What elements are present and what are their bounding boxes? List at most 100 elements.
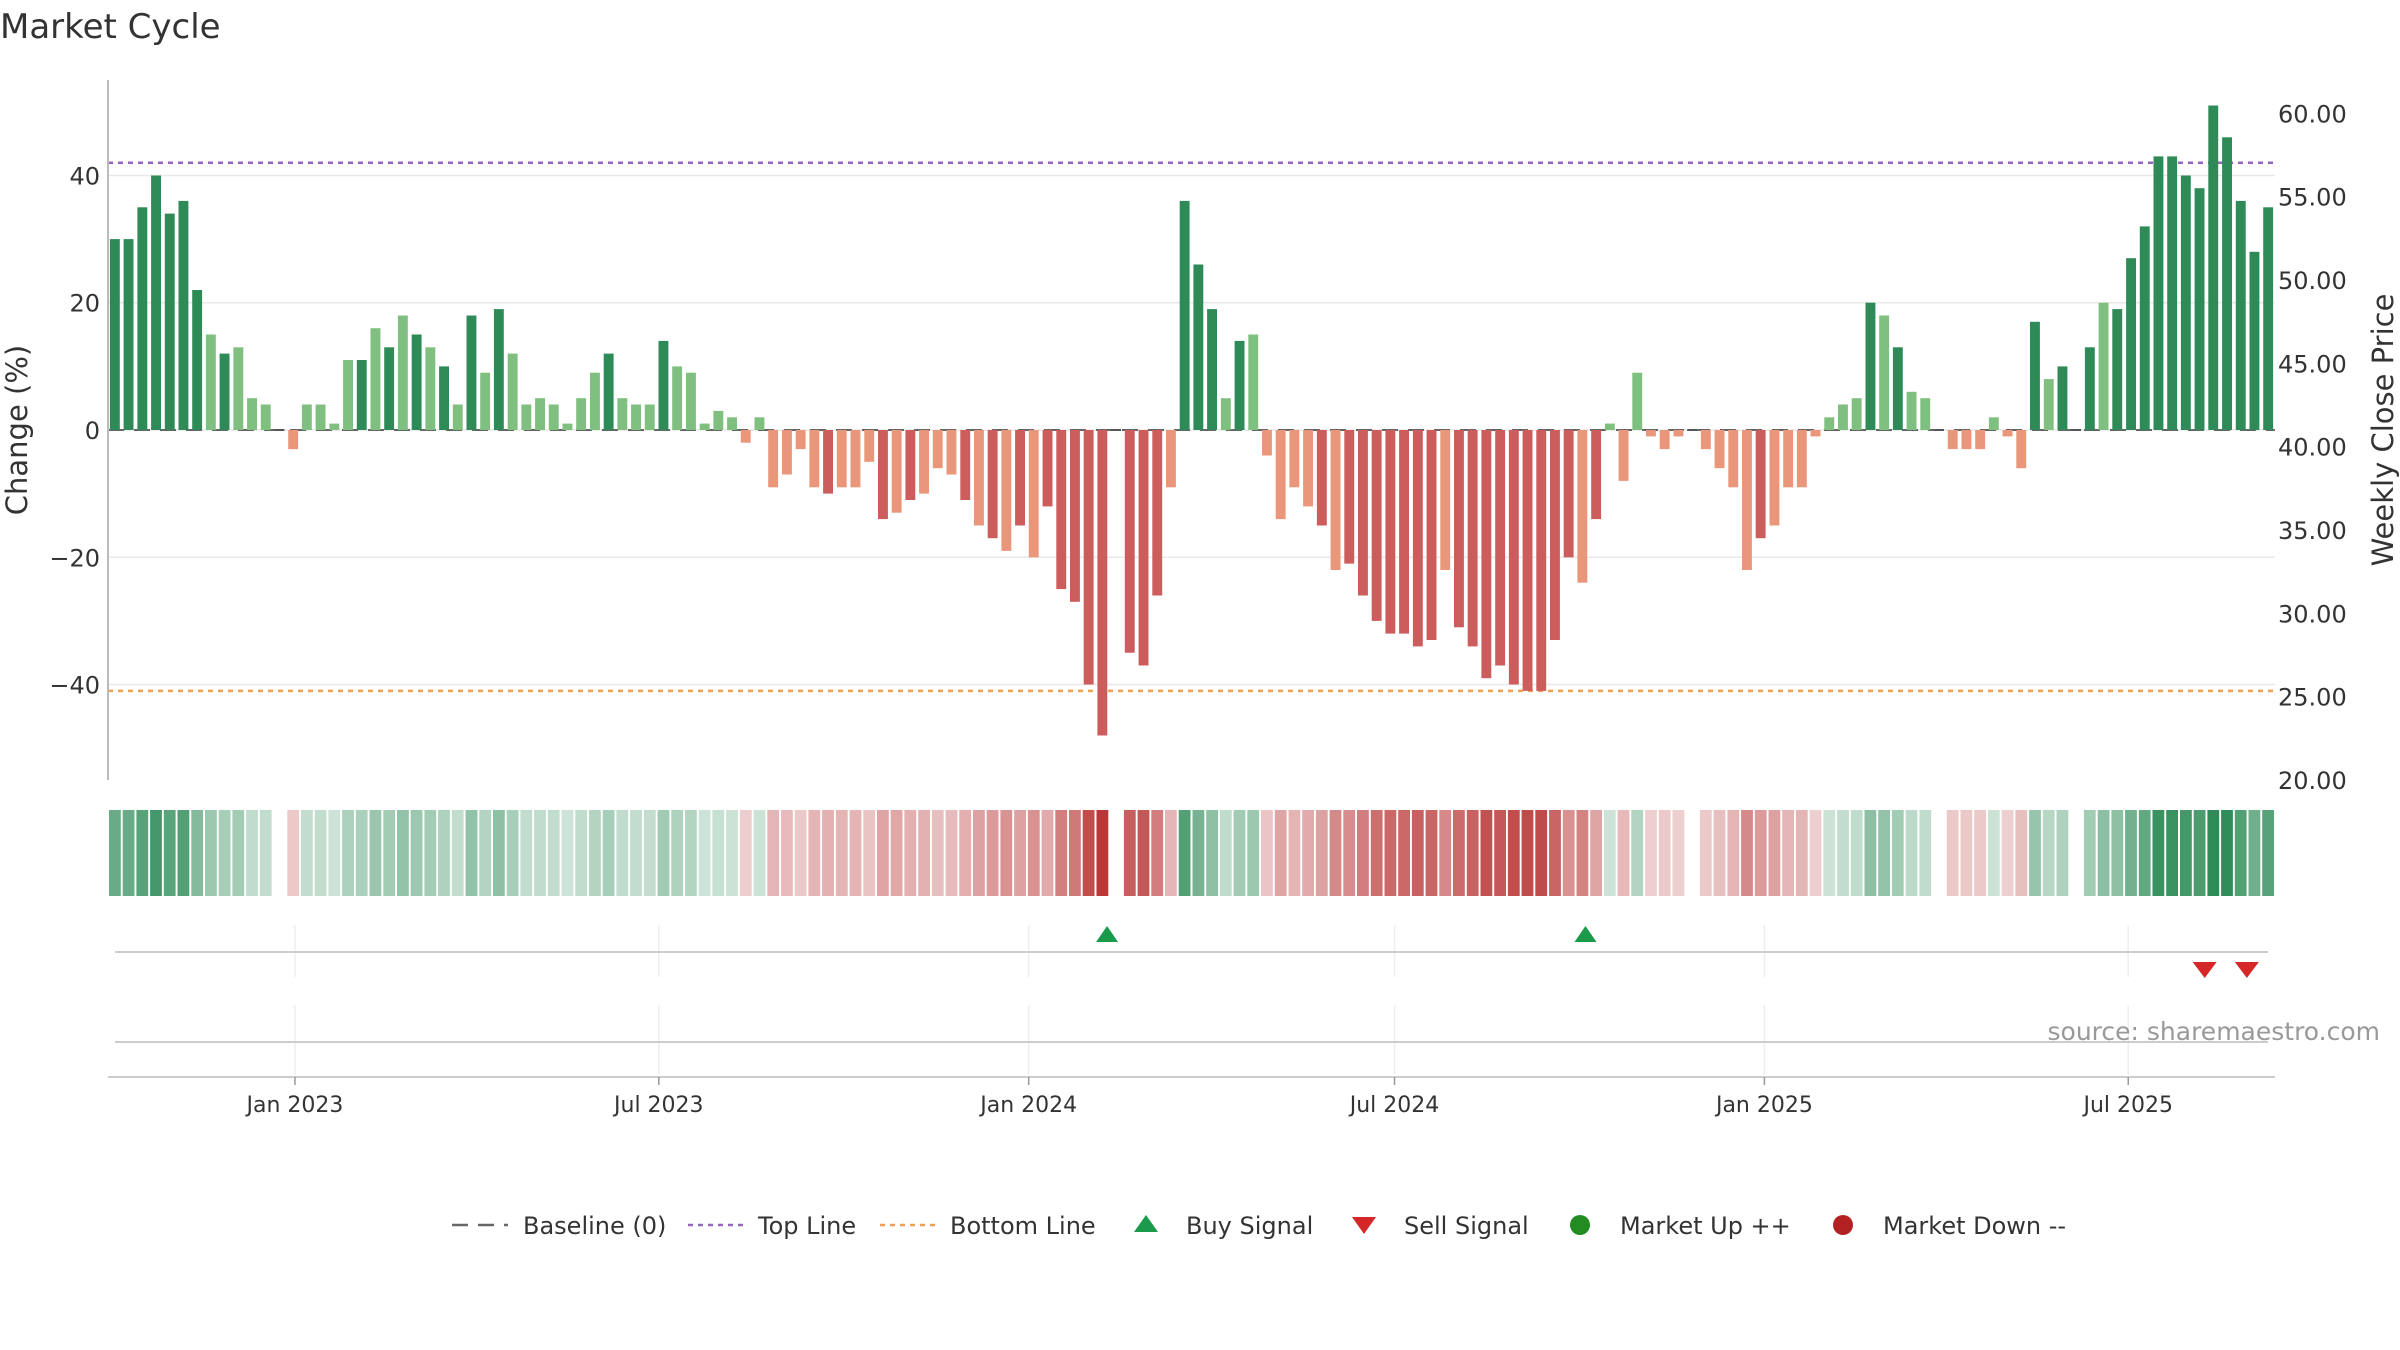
right-tick-label: 40.00 [2278, 434, 2347, 462]
heat-cell [1672, 810, 1685, 896]
bar [1673, 430, 1684, 437]
heat-cell [767, 810, 780, 896]
heat-cell [205, 810, 217, 896]
heat-cell [232, 810, 245, 896]
heat-cell [1919, 810, 1932, 896]
legend-label: Baseline (0) [523, 1212, 666, 1240]
date-tick-label: Jul 2023 [612, 1093, 704, 1118]
heat-cell [2193, 810, 2206, 896]
right-tick-label: 50.00 [2278, 267, 2347, 295]
bar [1440, 430, 1451, 570]
heat-cell [1713, 810, 1726, 896]
heat-cell [109, 810, 121, 896]
heat-cell [2083, 810, 2096, 896]
bottom-panel [108, 1005, 2275, 1078]
heat-cell [1535, 810, 1548, 896]
heat-cell [630, 810, 642, 896]
bar [1248, 334, 1259, 430]
heat-cell [122, 810, 135, 896]
heat-cell [1933, 810, 1945, 896]
heat-cell [602, 810, 615, 896]
bar [891, 430, 902, 513]
heat-cell [1123, 810, 1136, 896]
buy-signal-marker [1574, 926, 1597, 942]
heat-cell [863, 810, 876, 896]
heat-cell [726, 810, 738, 896]
bar [1138, 430, 1149, 666]
bar [1755, 430, 1766, 539]
legend-label: Bottom Line [950, 1212, 1096, 1240]
heat-cell [1987, 810, 2000, 896]
heat-cell [685, 810, 697, 896]
heat-cell [2125, 810, 2137, 896]
heat-cell [1274, 810, 1287, 896]
heat-cell [2248, 810, 2261, 896]
bar [2071, 429, 2082, 431]
heat-cell [918, 810, 930, 896]
heat-cell [1398, 810, 1410, 896]
heat-cell [1082, 810, 1095, 896]
legend-label: Market Up ++ [1620, 1212, 1791, 1240]
heat-cell [1754, 810, 1767, 896]
heat-cell [904, 810, 917, 896]
bar [1508, 430, 1519, 685]
heat-cell [328, 810, 341, 896]
bar [590, 372, 600, 430]
heat-cell [835, 810, 848, 896]
bar [2016, 430, 2027, 469]
bar [2057, 366, 2068, 430]
bar [288, 430, 299, 450]
heat-cell [1782, 810, 1794, 896]
bar [1056, 430, 1067, 590]
heat-cell [1137, 810, 1150, 896]
heat-cell [1850, 810, 1863, 896]
bar [960, 430, 971, 500]
bar [576, 398, 587, 430]
bar [1934, 429, 1944, 431]
heat-cell [1027, 810, 1040, 896]
legend-item-top: Top Line [688, 1212, 856, 1240]
heat-cell [410, 810, 423, 896]
right-y-ticks: 60.00 55.00 50.00 45.00 40.00 35.00 30.00 25.00… [2278, 100, 2347, 795]
heat-cell [781, 810, 793, 896]
heat-cell [2001, 810, 2014, 896]
left-tick-label: 20 [69, 290, 100, 318]
bar [233, 347, 244, 430]
heat-cell [698, 810, 711, 896]
heat-cell [1878, 810, 1890, 896]
bar [205, 334, 216, 430]
bar [219, 353, 230, 430]
bar [2167, 156, 2178, 430]
bar [1975, 430, 1986, 450]
left-y-ticks: 40 20 0 −20 −40 [49, 162, 100, 699]
bar [713, 410, 724, 430]
bar [878, 430, 888, 520]
bar [1714, 430, 1725, 469]
bar [1481, 430, 1492, 679]
bar [1399, 430, 1409, 634]
heat-cell [2138, 810, 2151, 896]
bar [535, 398, 545, 430]
legend-label: Buy Signal [1186, 1212, 1313, 1240]
heat-cell [1809, 810, 1822, 896]
heat-cell [849, 810, 862, 896]
legend-item-down: Market Down -- [1833, 1212, 2066, 1240]
bar [1042, 430, 1053, 507]
heat-cell [1343, 810, 1356, 896]
heat-cell [177, 810, 190, 896]
heat-cell [150, 810, 162, 896]
bar [1659, 430, 1670, 450]
right-axis-title: Weekly Close Price [2366, 294, 2400, 567]
heat-cell [712, 810, 725, 896]
market-up-swatch [1570, 1215, 1590, 1235]
heat-cell [1384, 810, 1397, 896]
left-tick-label: 0 [85, 417, 100, 445]
heat-cell [1549, 810, 1561, 896]
heat-cell [218, 810, 231, 896]
heat-cell [1165, 810, 1177, 896]
legend-item-baseline: Baseline (0) [452, 1212, 666, 1240]
bar [782, 430, 792, 475]
bar [562, 423, 573, 430]
bar [2208, 105, 2219, 430]
date-tick-label: Jul 2025 [2081, 1093, 2173, 1118]
